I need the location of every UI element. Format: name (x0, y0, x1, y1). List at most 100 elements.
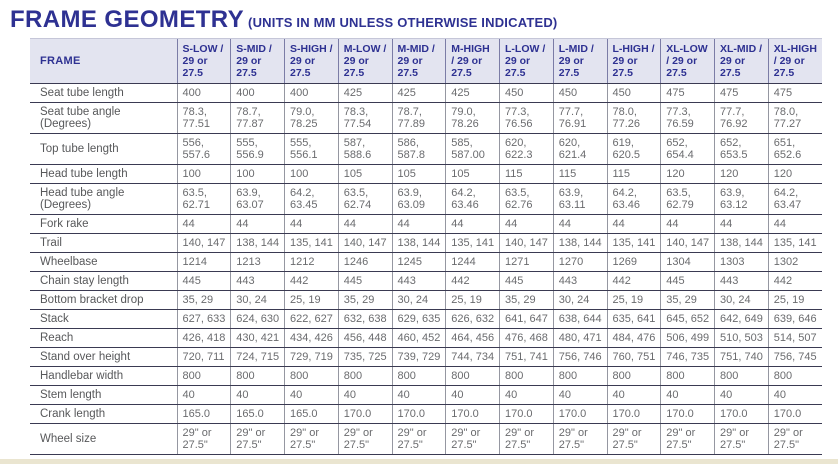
geometry-cell: 620, 621.4 (552, 133, 607, 165)
geometry-cell: 63.5, 62.71 (176, 183, 231, 215)
geometry-cell: 1269 (606, 252, 661, 272)
geometry-cell: 29" or 27.5" (337, 423, 392, 455)
column-header: L-HIGH / 29 or 27.5 (606, 38, 661, 84)
geometry-cell: 115 (552, 164, 607, 184)
geometry-cell: 29" or 27.5" (552, 423, 607, 455)
geometry-cell: 64.2, 63.45 (284, 183, 339, 215)
geometry-cell: 29" or 27.5" (445, 423, 500, 455)
row-label: Head tube length (30, 164, 177, 184)
geometry-cell: 30, 24 (230, 290, 285, 310)
geometry-cell: 63.5, 62.76 (499, 183, 554, 215)
geometry-cell: 25, 19 (445, 290, 500, 310)
geometry-cell: 35, 29 (176, 290, 231, 310)
geometry-cell: 29" or 27.5" (606, 423, 661, 455)
geometry-cell: 44 (337, 214, 392, 234)
geometry-cell: 400 (176, 83, 231, 103)
geometry-cell: 29" or 27.5" (714, 423, 769, 455)
geometry-cell: 442 (767, 271, 822, 291)
geometry-cell: 1302 (767, 252, 822, 272)
geometry-cell: 800 (714, 366, 769, 386)
table-row: Trail 140, 147 138, 144 135, 141 140, 147 138… (30, 233, 822, 253)
geometry-cell: 443 (391, 271, 446, 291)
geometry-cell: 587, 588.6 (337, 133, 392, 165)
geometry-cell: 44 (391, 214, 446, 234)
geometry-cell: 556, 557.6 (176, 133, 231, 165)
geometry-cell: 651, 652.6 (767, 133, 822, 165)
geometry-cell: 63.9, 63.11 (552, 183, 607, 215)
geometry-cell: 115 (606, 164, 661, 184)
geometry-cell: 40 (499, 385, 554, 405)
geometry-cell: 44 (176, 214, 231, 234)
geometry-cell: 29" or 27.5" (499, 423, 554, 455)
geometry-cell: 506, 499 (660, 328, 715, 348)
geometry-cell: 629, 635 (391, 309, 446, 329)
row-label: Handlebar width (30, 366, 177, 386)
geometry-cell: 78.0, 77.26 (606, 102, 661, 134)
geometry-cell: 400 (284, 83, 339, 103)
geometry-cell: 170.0 (767, 404, 822, 424)
geometry-cell: 25, 19 (284, 290, 339, 310)
geometry-cell: 170.0 (606, 404, 661, 424)
geometry-cell: 585, 587.00 (445, 133, 500, 165)
table-row: Reach 426, 418 430, 421 434, 426 456, 448 460… (30, 328, 822, 348)
geometry-cell: 1303 (714, 252, 769, 272)
geometry-cell: 105 (391, 164, 446, 184)
geometry-cell: 29" or 27.5" (284, 423, 339, 455)
geometry-cell: 756, 746 (552, 347, 607, 367)
geometry-cell: 44 (284, 214, 339, 234)
geometry-cell: 800 (606, 366, 661, 386)
geometry-cell: 29" or 27.5" (767, 423, 822, 455)
geometry-cell: 77.7, 76.91 (552, 102, 607, 134)
column-header: M-MID / 29 or 27.5 (391, 38, 446, 84)
row-label: Seat tube angle (Degrees) (30, 102, 177, 134)
geometry-cell: 44 (660, 214, 715, 234)
geometry-cell: 1212 (284, 252, 339, 272)
geometry-cell: 40 (606, 385, 661, 405)
geometry-cell: 480, 471 (552, 328, 607, 348)
geometry-cell: 40 (284, 385, 339, 405)
geometry-cell: 450 (606, 83, 661, 103)
geometry-cell: 40 (767, 385, 822, 405)
geometry-cell: 135, 141 (284, 233, 339, 253)
geometry-cell: 555, 556.1 (284, 133, 339, 165)
table-row: Seat tube angle (Degrees) 78.3, 77.51 78.7… (30, 102, 822, 134)
geometry-cell: 120 (714, 164, 769, 184)
geometry-cell: 442 (284, 271, 339, 291)
geometry-cell: 78.3, 77.54 (337, 102, 392, 134)
geometry-cell: 1244 (445, 252, 500, 272)
geometry-cell: 1271 (499, 252, 554, 272)
geometry-cell: 29" or 27.5" (230, 423, 285, 455)
row-label: Crank length (30, 404, 177, 424)
row-label: Reach (30, 328, 177, 348)
geometry-cell: 442 (445, 271, 500, 291)
column-header: XL-HIGH / 29 or 27.5 (767, 38, 822, 84)
geometry-cell: 77.3, 76.56 (499, 102, 554, 134)
geometry-cell: 443 (230, 271, 285, 291)
geometry-cell: 751, 741 (499, 347, 554, 367)
geometry-cell: 170.0 (445, 404, 500, 424)
geometry-cell: 800 (284, 366, 339, 386)
geometry-cell: 63.9, 63.07 (230, 183, 285, 215)
geometry-cell: 800 (176, 366, 231, 386)
table-row: Top tube length 556, 557.6 555, 556.9 555, … (30, 133, 822, 165)
geometry-cell: 760, 751 (606, 347, 661, 367)
geometry-cell: 29" or 27.5" (660, 423, 715, 455)
geometry-cell: 135, 141 (767, 233, 822, 253)
geometry-cell: 165.0 (230, 404, 285, 424)
row-label: Fork rake (30, 214, 177, 234)
geometry-cell: 100 (230, 164, 285, 184)
geometry-cell: 1245 (391, 252, 446, 272)
geometry-cell: 443 (714, 271, 769, 291)
row-label: Bottom bracket drop (30, 290, 177, 310)
geometry-cell: 77.3, 76.59 (660, 102, 715, 134)
geometry-cell: 40 (445, 385, 500, 405)
geometry-cell: 78.0, 77.27 (767, 102, 822, 134)
geometry-cell: 632, 638 (337, 309, 392, 329)
geometry-cell: 25, 19 (606, 290, 661, 310)
row-label: Stack (30, 309, 177, 329)
geometry-cell: 555, 556.9 (230, 133, 285, 165)
geometry-cell: 140, 147 (499, 233, 554, 253)
geometry-cell: 800 (499, 366, 554, 386)
table-row: Handlebar width 800 800 800 800 800 800 800 800 8… (30, 366, 822, 386)
geometry-cell: 170.0 (660, 404, 715, 424)
